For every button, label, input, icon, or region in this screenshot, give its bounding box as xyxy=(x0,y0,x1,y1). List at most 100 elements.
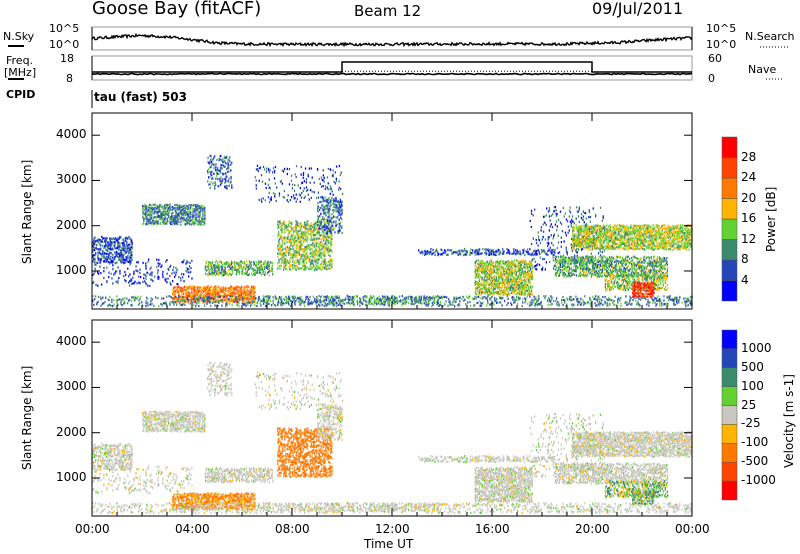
echo-cell xyxy=(98,252,100,255)
echo-cell xyxy=(237,293,239,296)
echo-cell xyxy=(302,258,304,261)
echo-cell xyxy=(357,303,359,306)
echo-cell xyxy=(213,271,215,274)
echo-cell xyxy=(387,300,389,303)
echo-cell xyxy=(185,213,187,216)
echo-cell xyxy=(522,284,525,287)
echo-cell xyxy=(259,262,262,265)
echo-cell xyxy=(384,297,387,300)
echo-cell xyxy=(239,293,241,296)
echo-cell xyxy=(394,295,396,298)
echo-cell xyxy=(512,271,515,275)
echo-cell xyxy=(577,297,579,300)
echo-cell xyxy=(240,263,242,266)
echo-cell xyxy=(214,290,216,294)
echo-cell xyxy=(177,283,179,286)
echo-cell xyxy=(210,181,212,184)
echo-cell xyxy=(479,300,481,303)
echo-cell xyxy=(488,285,490,288)
echo-cell xyxy=(254,271,257,274)
echo-cell xyxy=(220,171,222,174)
echo-cell xyxy=(534,297,536,300)
echo-cell xyxy=(480,284,482,287)
echo-cell xyxy=(323,234,325,237)
echo-cell xyxy=(329,235,331,239)
echo-cell xyxy=(138,303,140,306)
echo-cell xyxy=(192,204,194,207)
echo-cell xyxy=(371,296,373,299)
echo-cell xyxy=(502,274,504,277)
echo-cell xyxy=(188,221,190,224)
echo-cell xyxy=(485,275,487,278)
echo-cell xyxy=(316,258,318,261)
echo-cell xyxy=(315,302,317,305)
echo-cell xyxy=(92,256,94,259)
echo-cell xyxy=(236,297,238,300)
echo-cell xyxy=(125,273,127,276)
echo-cell xyxy=(564,299,566,302)
echo-cell xyxy=(207,180,209,183)
echo-cell xyxy=(323,218,325,221)
echo-cell xyxy=(690,296,692,299)
echo-cell xyxy=(200,298,202,301)
echo-cell xyxy=(524,275,527,278)
echo-cell xyxy=(282,227,284,231)
echo-cell xyxy=(192,213,194,216)
echo-cell xyxy=(176,283,178,286)
echo-cell xyxy=(334,295,336,298)
echo-cell xyxy=(485,286,487,289)
echo-cell xyxy=(527,251,529,254)
echo-cell xyxy=(187,298,189,301)
echo-cell xyxy=(520,253,522,256)
echo-cell xyxy=(422,252,424,255)
echo-cell xyxy=(145,206,147,209)
echo-cell xyxy=(145,211,147,214)
echo-cell xyxy=(300,254,302,257)
echo-cell xyxy=(229,272,232,275)
echo-cell xyxy=(331,243,333,246)
echo-cell xyxy=(129,298,131,301)
echo-cell xyxy=(284,239,286,242)
echo-cell xyxy=(511,286,513,289)
echo-cell xyxy=(516,298,518,301)
echo-cell xyxy=(494,291,497,294)
echo-cell xyxy=(222,288,224,292)
echo-cell xyxy=(314,297,316,300)
echo-cell xyxy=(644,297,646,300)
echo-cell xyxy=(162,207,164,210)
echo-cell xyxy=(296,254,298,257)
echo-cell xyxy=(302,254,304,257)
echo-cell xyxy=(679,295,681,298)
echo-cell xyxy=(663,295,665,298)
echo-cell xyxy=(253,290,255,293)
echo-cell xyxy=(570,295,572,298)
echo-cell xyxy=(264,260,266,263)
echo-cell xyxy=(384,303,386,306)
echo-cell xyxy=(233,265,235,268)
echo-cell xyxy=(257,299,259,302)
echo-cell xyxy=(269,198,271,201)
echo-cell xyxy=(556,302,558,306)
echo-cell xyxy=(201,223,203,226)
echo-cell xyxy=(271,304,273,307)
echo-cell xyxy=(600,302,602,305)
echo-cell xyxy=(519,278,521,281)
echo-cell xyxy=(157,297,159,300)
echo-cell xyxy=(301,181,304,184)
echo-cell xyxy=(147,272,149,275)
echo-cell xyxy=(218,169,220,172)
echo-cell xyxy=(143,277,145,280)
echo-cell xyxy=(431,253,433,256)
echo-cell xyxy=(175,216,177,219)
echo-cell xyxy=(320,252,322,255)
echo-cell xyxy=(299,298,301,301)
echo-cell xyxy=(149,203,151,206)
echo-cell xyxy=(505,264,508,267)
echo-cell xyxy=(496,301,498,305)
echo-cell xyxy=(453,296,455,299)
echo-cell xyxy=(184,211,186,215)
echo-cell xyxy=(296,198,298,201)
echo-cell xyxy=(93,248,95,252)
echo-cell xyxy=(426,250,428,253)
echo-cell xyxy=(286,251,288,254)
